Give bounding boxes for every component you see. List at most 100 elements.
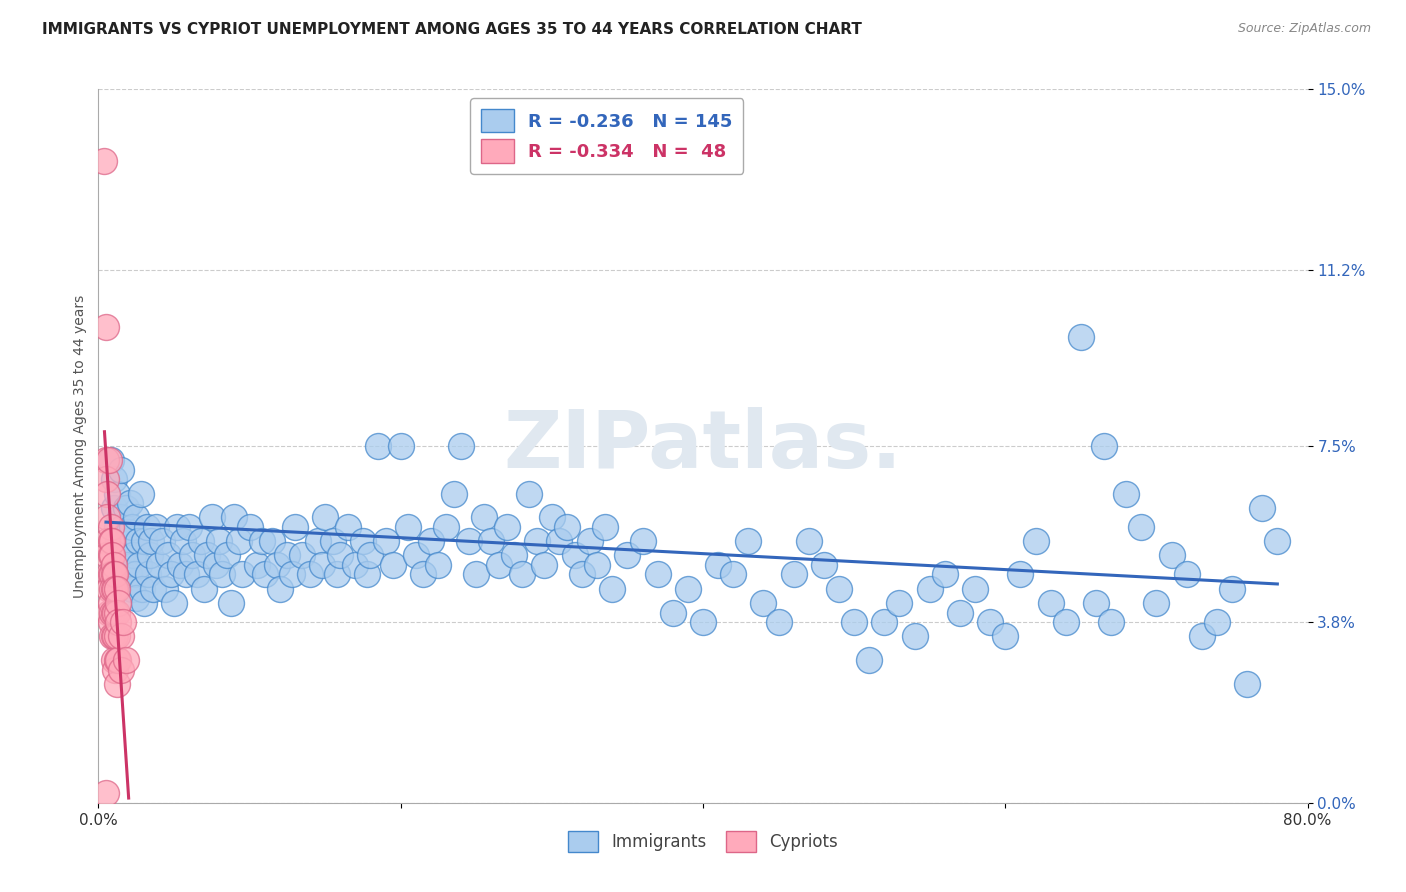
Point xyxy=(121,582,143,596)
Point xyxy=(276,549,298,563)
Point xyxy=(1024,534,1046,549)
Point xyxy=(465,567,488,582)
Point xyxy=(1206,615,1229,629)
Point xyxy=(578,534,600,549)
Point xyxy=(172,534,194,549)
Point xyxy=(118,567,141,582)
Point xyxy=(904,629,927,643)
Point xyxy=(98,453,121,467)
Point xyxy=(262,534,284,549)
Point xyxy=(94,320,117,334)
Point xyxy=(631,534,654,549)
Point xyxy=(1267,534,1289,549)
Point xyxy=(195,549,218,563)
Point xyxy=(128,558,150,572)
Point xyxy=(93,153,115,168)
Point xyxy=(114,500,136,515)
Point xyxy=(193,582,215,596)
Point xyxy=(269,582,291,596)
Point xyxy=(135,520,157,534)
Point xyxy=(208,534,231,549)
Point xyxy=(526,534,548,549)
Point xyxy=(979,615,1001,629)
Point xyxy=(96,534,118,549)
Point xyxy=(813,558,835,572)
Point xyxy=(181,549,204,563)
Point xyxy=(443,486,465,500)
Point xyxy=(112,543,135,558)
Point xyxy=(148,558,170,572)
Point xyxy=(103,582,125,596)
Point xyxy=(472,510,495,524)
Point xyxy=(105,606,128,620)
Point xyxy=(231,567,253,582)
Point xyxy=(1092,439,1115,453)
Point xyxy=(111,520,134,534)
Point xyxy=(571,567,593,582)
Point xyxy=(111,615,134,629)
Point xyxy=(889,596,911,610)
Point xyxy=(1130,520,1153,534)
Point xyxy=(153,582,176,596)
Point xyxy=(517,486,540,500)
Point xyxy=(105,653,128,667)
Point xyxy=(107,615,129,629)
Point xyxy=(211,567,233,582)
Point xyxy=(540,510,562,524)
Point xyxy=(105,486,128,500)
Text: ZIPatlas.: ZIPatlas. xyxy=(503,407,903,485)
Point xyxy=(107,534,129,549)
Point xyxy=(420,534,443,549)
Point xyxy=(367,439,389,453)
Point xyxy=(101,567,124,582)
Point xyxy=(201,510,224,524)
Point xyxy=(291,549,314,563)
Point xyxy=(389,439,412,453)
Point xyxy=(103,653,125,667)
Point xyxy=(253,567,276,582)
Point xyxy=(602,582,624,596)
Point xyxy=(160,567,183,582)
Point xyxy=(111,567,134,582)
Point xyxy=(104,582,127,596)
Point xyxy=(405,549,427,563)
Point xyxy=(457,534,479,549)
Point xyxy=(110,463,132,477)
Point xyxy=(593,520,616,534)
Point xyxy=(737,534,759,549)
Point xyxy=(768,615,790,629)
Point xyxy=(356,567,378,582)
Point xyxy=(115,558,138,572)
Point xyxy=(647,567,669,582)
Point xyxy=(105,677,128,691)
Point xyxy=(142,582,165,596)
Point xyxy=(844,615,866,629)
Point xyxy=(101,549,124,563)
Point xyxy=(1115,486,1137,500)
Point xyxy=(94,786,117,800)
Point xyxy=(495,520,517,534)
Point xyxy=(918,582,941,596)
Point xyxy=(873,615,896,629)
Text: Source: ZipAtlas.com: Source: ZipAtlas.com xyxy=(1237,22,1371,36)
Point xyxy=(205,558,228,572)
Point xyxy=(1085,596,1108,610)
Point xyxy=(1175,567,1198,582)
Point xyxy=(783,567,806,582)
Legend: Immigrants, Cypriots: Immigrants, Cypriots xyxy=(561,824,845,859)
Point xyxy=(228,534,250,549)
Point xyxy=(104,567,127,582)
Point xyxy=(104,663,127,677)
Point xyxy=(125,591,148,606)
Point xyxy=(139,549,162,563)
Point xyxy=(934,567,956,582)
Point xyxy=(503,549,526,563)
Point xyxy=(120,496,142,510)
Point xyxy=(1144,596,1167,610)
Point xyxy=(166,520,188,534)
Point xyxy=(103,567,125,582)
Point xyxy=(616,549,638,563)
Point xyxy=(434,520,457,534)
Point xyxy=(131,582,153,596)
Point xyxy=(336,520,359,534)
